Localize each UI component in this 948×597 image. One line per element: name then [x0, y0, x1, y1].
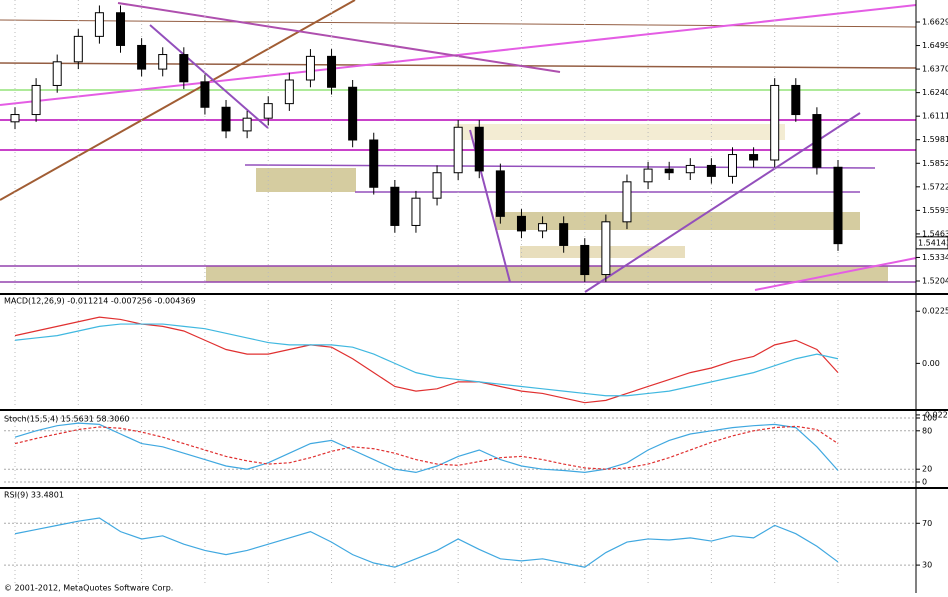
indicator-line: [14, 422, 839, 474]
analysis-objects: [0, 0, 917, 293]
candle-body: [432, 172, 442, 199]
candle-body: [622, 181, 632, 223]
candle-body: [390, 186, 400, 226]
indicator-line: [14, 316, 839, 404]
candle-body: [348, 86, 358, 141]
y-tick-label: 1.58520: [922, 159, 948, 168]
candle-body: [643, 168, 653, 183]
candle-body: [791, 84, 801, 116]
candle-body: [474, 126, 484, 172]
y-tick-label: 1.53340: [922, 253, 948, 262]
trend-line: [117, 2, 561, 73]
candle-body: [453, 126, 463, 174]
trend-line: [0, 0, 356, 201]
y-tick-label: 1.66290: [922, 18, 948, 27]
y-tick-label: 1.59815: [922, 135, 948, 144]
trend-line: [754, 257, 917, 291]
candle-body: [200, 81, 210, 108]
h-line: [0, 62, 917, 69]
y-tick-label: 70: [922, 519, 932, 528]
indicator-line: [14, 425, 839, 470]
panel-title: RSI(9) 33.4801: [4, 491, 64, 500]
candle-body: [664, 168, 674, 174]
candle-body: [516, 215, 526, 232]
y-tick-label: 1.57225: [922, 182, 948, 191]
candle-body: [369, 139, 379, 188]
candle-body: [770, 84, 780, 161]
price-tag: [915, 236, 948, 250]
candle-body: [495, 170, 505, 217]
candle-body: [31, 84, 41, 116]
y-tick-label: 1.63700: [922, 65, 948, 74]
h-line: [244, 164, 876, 169]
y-tick-label: 100: [922, 414, 937, 423]
zone: [256, 168, 356, 192]
y-tick-label: 20: [922, 465, 932, 474]
candle-body: [538, 223, 548, 232]
candle-body: [812, 114, 822, 168]
candle-body: [411, 197, 421, 226]
trend-line: [149, 24, 269, 129]
candle-body: [305, 55, 315, 81]
y-tick-label: 30: [922, 561, 932, 570]
indicator-line: [14, 517, 839, 568]
candle-body: [52, 61, 62, 86]
candle-body: [559, 223, 569, 246]
y-tick-label: 1.54635: [922, 229, 948, 238]
candle-body: [706, 164, 716, 177]
candle-body: [833, 166, 843, 245]
candle-body: [158, 54, 168, 70]
candle-body: [749, 154, 759, 161]
indicator-line: [14, 323, 839, 397]
y-tick-label: 0.022546: [922, 307, 948, 316]
y-tick-label: 1.52045: [922, 277, 948, 286]
y-tick-label: -0.02229: [922, 410, 948, 419]
y-tick-label: 0: [922, 478, 927, 487]
candle-body: [727, 154, 737, 177]
zone: [206, 266, 888, 282]
candle-body: [242, 117, 252, 132]
candle-body: [580, 244, 590, 276]
candle-body: [179, 54, 189, 83]
y-tick-label: 1.62405: [922, 88, 948, 97]
zone: [495, 212, 860, 230]
h-line: [0, 19, 917, 28]
y-tick-label: 80: [922, 426, 932, 435]
candle-body: [137, 44, 147, 70]
candle-body: [263, 103, 273, 119]
y-tick-label: 0.00: [922, 359, 940, 368]
zone: [455, 124, 785, 140]
candle-body: [73, 35, 83, 63]
panel-title: MACD(12,26,9) -0.011214 -0.007256 -0.004…: [4, 297, 196, 306]
candle-body: [601, 221, 611, 276]
y-tick-label: 1.55930: [922, 206, 948, 215]
y-tick-label: 1.64995: [922, 41, 948, 50]
candle-body: [116, 12, 126, 46]
candle-body: [284, 79, 294, 105]
panel-title: Stoch(15,5,4) 15.5631 58.3060: [4, 415, 130, 424]
y-tick-label: 1.61110: [922, 112, 948, 121]
candle-body: [327, 55, 337, 88]
current-price-label: 1.54143: [918, 238, 948, 247]
trend-line: [0, 4, 917, 106]
candle-body: [685, 164, 695, 174]
candle-body: [221, 106, 231, 132]
candle-body: [10, 114, 20, 123]
footer: © 2001-2012, MetaQuotes Software Corp.: [4, 584, 173, 593]
candle-body: [94, 12, 104, 37]
